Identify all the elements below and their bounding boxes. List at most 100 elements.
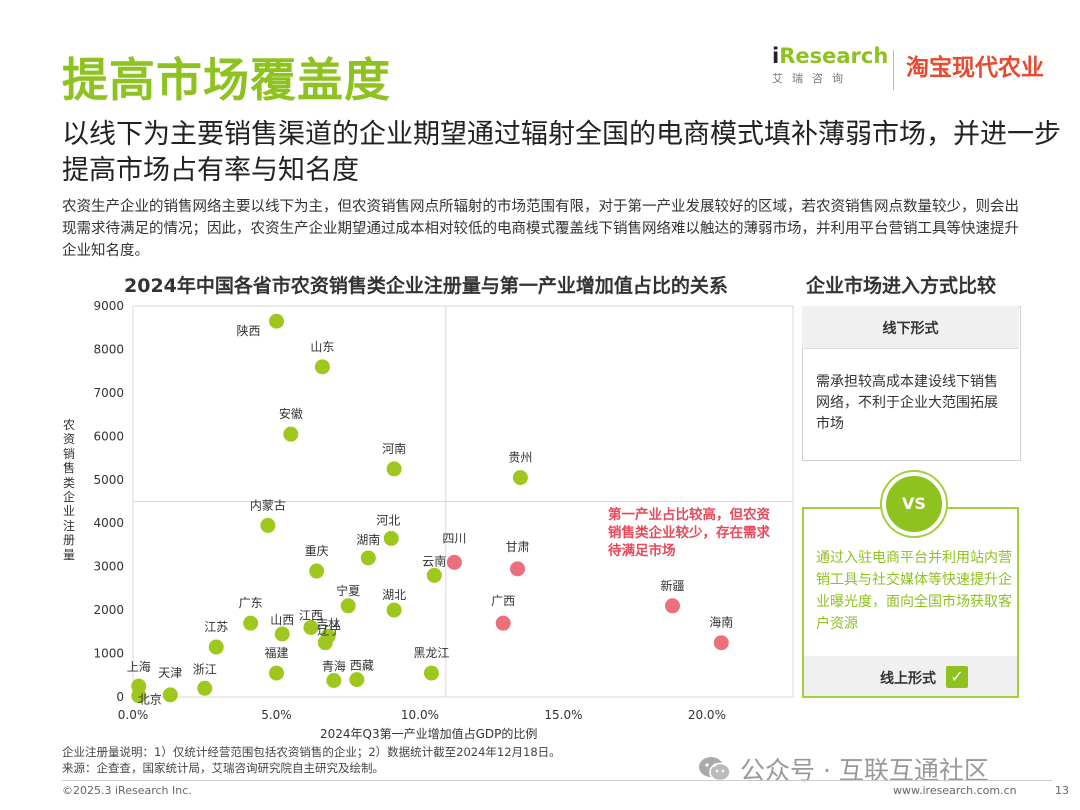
point-label: 内蒙古 (250, 497, 286, 512)
scatter-point (423, 665, 439, 681)
point-label: 山东 (310, 340, 334, 354)
point-label: 天津 (158, 666, 182, 680)
scatter-point (386, 461, 402, 477)
point-label: 山西 (270, 613, 294, 627)
point-label: 云南 (422, 553, 446, 568)
y-tick-label: 2000 (93, 603, 124, 617)
point-label: 上海 (127, 659, 151, 674)
scatter-point (314, 359, 330, 375)
scatter-point (510, 561, 526, 577)
point-label: 青海 (322, 658, 346, 673)
iresearch-logo: iResearch 艾瑞咨询 (772, 44, 890, 96)
x-tick-label: 5.0% (261, 708, 292, 722)
scatter-point (208, 639, 224, 655)
point-label: 浙江 (193, 662, 217, 676)
vs-badge: VS (882, 472, 946, 536)
chart-frame (132, 305, 794, 698)
y-tick-label: 5000 (93, 473, 124, 487)
point-label: 江西 (299, 608, 323, 622)
point-label: 湖南 (356, 532, 380, 547)
axis-ticks: 0 1000 2000 3000 4000 5000 6000 7000 8000 9000 0.0… (93, 299, 726, 722)
y-tick-label: 7000 (93, 386, 124, 400)
scatter-point (664, 598, 680, 614)
x-tick-label: 20.0% (688, 708, 726, 722)
check-icon: ✓ (946, 666, 968, 688)
footer-divider (62, 780, 1052, 781)
logo-ir-prefix: i (772, 44, 780, 68)
description: 农资生产企业的销售网络主要以线下为主，但农资销售网点所辐射的市场范围有限，对于第… (62, 199, 1019, 259)
online-text: 通过入驻电商平台并利用站内营销工具与社交媒体等快速提升企业曝光度，面向全国市场获… (816, 550, 1012, 632)
point-label: 辽宁 (317, 623, 341, 638)
point-label: 重庆 (305, 544, 329, 558)
copyright: ©2025.3 iResearch Inc. (62, 784, 192, 797)
x-axis-label: 2024年Q3第一产业增加值占GDP的比例 (320, 727, 538, 741)
point-label: 黑龙江 (413, 646, 449, 660)
point-label: 宁夏 (336, 583, 360, 598)
point-label: 广东 (239, 596, 263, 610)
logo-divider (893, 50, 894, 90)
scatter-point (260, 517, 276, 533)
scatter-point (426, 567, 442, 583)
data-points (131, 313, 729, 704)
scatter-point (274, 626, 290, 642)
scatter-point (162, 687, 178, 703)
point-label: 湖北 (382, 587, 406, 602)
scatter-point (317, 635, 333, 651)
y-tick-label: 9000 (93, 299, 124, 313)
point-label: 贵州 (508, 451, 532, 465)
point-label: 甘肃 (506, 540, 530, 554)
online-label: 线上形式 (880, 671, 936, 687)
point-label: 吉林 (316, 617, 340, 631)
scatter-point (383, 530, 399, 546)
x-tick-label: 15.0% (544, 708, 582, 722)
offline-text: 需承担较高成本建设线下销售网络，不利于企业大范围拓展市场 (816, 374, 998, 432)
scatter-point (340, 598, 356, 614)
scatter-point (268, 313, 284, 329)
logo-ir-word: Research (779, 44, 889, 68)
taobao-agri-logo: 淘宝现代农业 (906, 55, 1044, 81)
y-tick-label: 4000 (93, 516, 124, 530)
scatter-point (303, 619, 319, 635)
watermark-text: 公众号 · 互联互通社区 (740, 756, 989, 785)
point-label: 福建 (264, 645, 288, 660)
online-card-footer (804, 656, 1017, 696)
page-title: 提高市场覆盖度 (62, 53, 391, 107)
y-axis-label: 农资销售类企业注册量 (62, 418, 75, 562)
site-url: www.iresearch.com.cn (893, 784, 1017, 797)
chart-title: 2024年中国各省市农资销售类企业注册量与第一产业增加值占比的关系 (124, 275, 728, 297)
scatter-point (268, 665, 284, 681)
point-label: 安徽 (279, 406, 303, 421)
point-label: 西藏 (350, 659, 374, 673)
y-tick-label: 0 (116, 690, 124, 704)
y-tick-label: 6000 (93, 429, 124, 443)
page-number: 13 (1055, 784, 1069, 797)
y-tick-label: 8000 (93, 342, 124, 356)
scatter-point (360, 550, 376, 566)
scatter-point (512, 470, 528, 486)
wechat-icon (699, 757, 731, 782)
offline-label: 线下形式 (882, 321, 939, 337)
point-label: 四川 (442, 531, 466, 545)
point-label: 新疆 (660, 578, 684, 593)
scatter-point (197, 680, 213, 696)
footnote: 企业注册量说明：1）仅统计经营范围包括农资销售的企业；2）数据统计截至2024年… (62, 745, 561, 759)
offline-card-header (802, 306, 1019, 349)
point-label: 河北 (376, 513, 400, 527)
chart-annotation: 第一产业占比较高，但农资销售类企业较少，存在需求待满足市场 (608, 507, 770, 559)
point-label: 北京 (138, 693, 162, 707)
scatter-point (309, 563, 325, 579)
scatter-point (326, 672, 342, 688)
source-note: 来源：企查查，国家统计局，艾瑞咨询研究院自主研究及绘制。 (62, 761, 384, 775)
x-tick-label: 10.0% (401, 708, 439, 722)
scatter-point (386, 602, 402, 618)
point-label: 海南 (709, 615, 733, 630)
point-label: 江苏 (204, 620, 228, 634)
x-tick-label: 0.0% (118, 708, 149, 722)
subtitle: 以线下为主要销售渠道的企业期望通过辐射全国的电商模式填补薄弱市场，并进一步提高市… (62, 119, 1061, 186)
scatter-point (446, 554, 462, 570)
logo-ir-sub: 艾瑞咨询 (772, 72, 852, 85)
scatter-point (283, 426, 299, 442)
scatter-point (495, 615, 511, 631)
